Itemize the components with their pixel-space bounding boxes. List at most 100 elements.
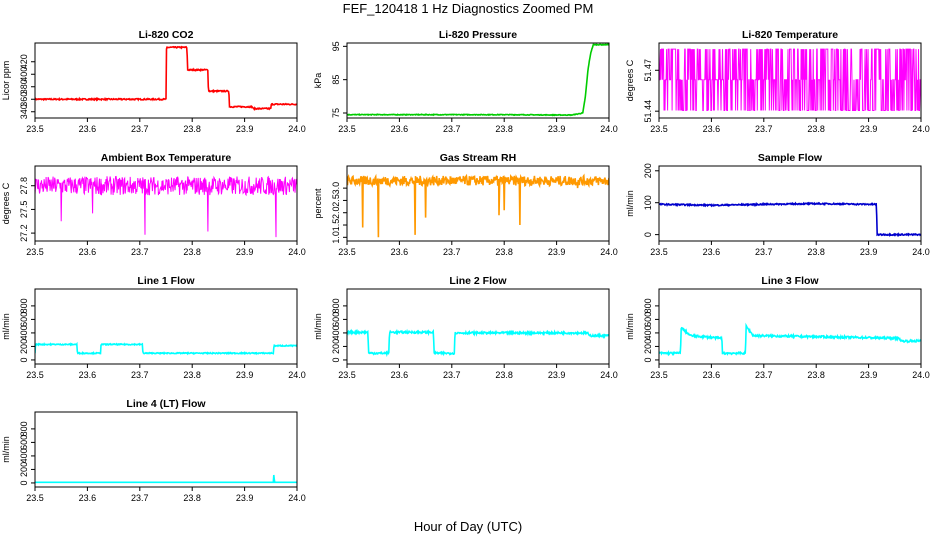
x-tick-label: 23.9 xyxy=(548,124,566,134)
y-tick-label: 3.0 xyxy=(331,182,341,195)
panel-9: Line 3 Flow ml/min 23.5 23.6 23.7 23.8 23.9 24.… xyxy=(625,275,930,380)
panel-title: Line 3 Flow xyxy=(761,275,819,287)
panel-ylabel: kPa xyxy=(313,73,323,89)
series-line xyxy=(35,474,297,484)
x-tick-label: 23.7 xyxy=(443,124,461,134)
panel-ylabel: Licor ppm xyxy=(1,61,11,101)
series-line xyxy=(347,173,609,238)
y-tick-label: 420 xyxy=(19,54,29,69)
x-tick-label: 23.9 xyxy=(860,370,878,380)
y-tick-label: 800 xyxy=(331,298,341,313)
panel-3: Li-820 Temperature degrees C 23.5 23.6 23.7 2… xyxy=(625,29,930,134)
x-tick-label: 23.6 xyxy=(391,370,409,380)
panel-2: Li-820 Pressure kPa 23.5 23.6 23.7 23.8 23.9 24… xyxy=(313,29,618,134)
plot-frame xyxy=(346,288,610,365)
x-tick-label: 23.8 xyxy=(183,247,201,257)
y-tick-label: 27.2 xyxy=(19,224,29,242)
x-tick-label: 23.7 xyxy=(755,247,773,257)
panel-title: Li-820 Pressure xyxy=(439,29,517,41)
y-tick-label: 200 xyxy=(19,339,29,354)
plot-frame xyxy=(34,42,298,119)
x-tick-label: 23.9 xyxy=(236,124,254,134)
series-line xyxy=(659,201,921,238)
y-tick-label: 51.44 xyxy=(643,100,653,123)
x-tick-label: 23.6 xyxy=(79,493,97,503)
y-tick-label: 75 xyxy=(331,108,341,118)
x-tick-label: 24.0 xyxy=(288,124,306,134)
y-tick-label: 0 xyxy=(19,357,29,362)
x-tick-label: 23.9 xyxy=(548,370,566,380)
x-tick-label: 24.0 xyxy=(288,370,306,380)
y-tick-label: 0 xyxy=(19,480,29,485)
panel-title: Ambient Box Temperature xyxy=(101,152,232,164)
x-tick-label: 23.5 xyxy=(650,370,668,380)
panel-title: Line 2 Flow xyxy=(449,275,507,287)
x-tick-label: 23.5 xyxy=(650,247,668,257)
y-tick-label: 100 xyxy=(643,195,653,210)
x-tick-label: 23.9 xyxy=(860,247,878,257)
x-tick-label: 23.9 xyxy=(236,247,254,257)
y-tick-label: 2.0 xyxy=(331,206,341,219)
panel-ylabel: ml/min xyxy=(625,190,635,217)
x-tick-label: 24.0 xyxy=(600,124,618,134)
x-tick-label: 23.6 xyxy=(703,247,721,257)
plot-frame xyxy=(34,411,298,488)
y-tick-label: 400 xyxy=(19,67,29,82)
y-tick-label: 600 xyxy=(19,435,29,450)
x-tick-label: 23.9 xyxy=(548,247,566,257)
panel-title: Sample Flow xyxy=(758,152,823,164)
x-tick-label: 24.0 xyxy=(912,124,930,134)
y-tick-label: 27.8 xyxy=(19,177,29,195)
x-tick-label: 23.6 xyxy=(79,124,97,134)
x-tick-label: 23.6 xyxy=(79,247,97,257)
figure-title: FEF_120418 1 Hz Diagnostics Zoomed PM xyxy=(343,1,594,16)
y-tick-label: 200 xyxy=(643,339,653,354)
x-tick-label: 23.8 xyxy=(807,247,825,257)
x-tick-label: 23.8 xyxy=(495,124,513,134)
series-line xyxy=(347,328,609,358)
x-tick-label: 23.5 xyxy=(26,247,44,257)
panel-1: Li-820 CO2 Licor ppm 23.5 23.6 23.7 23.8 23.9 2… xyxy=(1,29,306,134)
y-tick-label: 95 xyxy=(331,41,341,51)
y-tick-label: 200 xyxy=(331,339,341,354)
series-line xyxy=(659,322,921,357)
y-tick-label: 27.5 xyxy=(19,201,29,219)
x-tick-label: 23.6 xyxy=(79,370,97,380)
y-tick-label: 51.47 xyxy=(643,59,653,82)
y-tick-label: 400 xyxy=(19,448,29,463)
y-tick-label: 600 xyxy=(19,312,29,327)
x-tick-label: 23.6 xyxy=(391,247,409,257)
panel-ylabel: degrees C xyxy=(625,59,635,101)
panel-ylabel: degrees C xyxy=(1,182,11,224)
x-tick-label: 24.0 xyxy=(600,370,618,380)
series-line xyxy=(35,341,297,356)
x-tick-label: 23.8 xyxy=(183,493,201,503)
x-tick-label: 23.7 xyxy=(131,124,149,134)
plot-frame xyxy=(658,288,922,365)
series-line xyxy=(347,43,609,117)
x-tick-label: 24.0 xyxy=(288,493,306,503)
y-tick-label: 85 xyxy=(331,75,341,85)
x-tick-label: 23.7 xyxy=(131,493,149,503)
x-tick-label: 23.9 xyxy=(860,124,878,134)
panel-title: Line 4 (LT) Flow xyxy=(126,398,206,410)
plot-frame xyxy=(346,42,610,119)
panel-4: Ambient Box Temperature degrees C 23.5 23.6… xyxy=(1,152,306,257)
x-tick-label: 23.8 xyxy=(183,370,201,380)
plot-frame xyxy=(658,42,922,119)
x-tick-label: 23.8 xyxy=(807,124,825,134)
x-tick-label: 23.5 xyxy=(26,370,44,380)
x-tick-label: 24.0 xyxy=(912,247,930,257)
x-tick-label: 23.7 xyxy=(131,370,149,380)
y-tick-label: 0 xyxy=(331,357,341,362)
y-tick-label: 600 xyxy=(643,312,653,327)
y-tick-label: 1.0 xyxy=(331,231,341,244)
y-tick-label: 0 xyxy=(643,357,653,362)
series-line xyxy=(35,175,297,238)
y-tick-label: 360 xyxy=(19,92,29,107)
y-tick-label: 380 xyxy=(19,79,29,94)
panel-ylabel: percent xyxy=(313,188,323,219)
y-tick-label: 200 xyxy=(643,163,653,178)
y-tick-label: 400 xyxy=(643,325,653,340)
